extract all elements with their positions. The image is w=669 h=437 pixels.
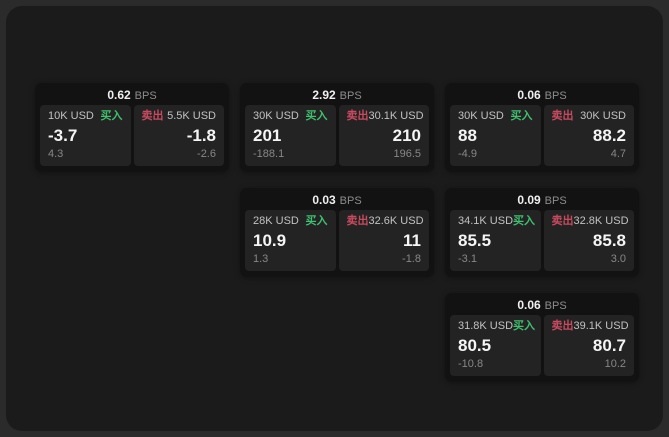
bps-unit-label: BPS <box>339 90 362 102</box>
buy-price: 85.5 <box>458 231 492 250</box>
bps-value: 0.62 <box>107 88 131 102</box>
card-body: 30K USD 买入 88 -4.9 卖出 30K USD 88.2 4.7 <box>445 105 639 172</box>
quote-card: 0.06 BPS 30K USD 买入 88 -4.9 卖出 30K USD <box>445 83 639 172</box>
buy-size-label: 30K USD <box>458 110 504 122</box>
buy-delta: -188.1 <box>253 148 285 160</box>
bps-value: 2.92 <box>312 88 336 102</box>
sell-price: 88.2 <box>592 126 626 145</box>
sell-panel[interactable]: 卖出 39.1K USD 80.7 10.2 <box>543 315 634 376</box>
quote-card: 0.62 BPS 10K USD 买入 -3.7 4.3 卖出 5.5K USD <box>35 83 229 172</box>
buy-tag: 买入 <box>513 320 536 332</box>
bps-unit-label: BPS <box>134 90 157 102</box>
sell-delta: 3.0 <box>610 253 626 265</box>
card-body: 34.1K USD 买入 85.5 -3.1 卖出 32.8K USD 85.8… <box>445 210 639 277</box>
sell-size-label: 30K USD <box>580 110 626 122</box>
card-header: 2.92 BPS <box>240 83 434 105</box>
buy-tag: 买入 <box>100 110 123 122</box>
buy-panel[interactable]: 30K USD 买入 201 -188.1 <box>245 105 336 166</box>
sell-size-label: 32.6K USD <box>368 215 424 227</box>
sell-panel[interactable]: 卖出 32.8K USD 85.8 3.0 <box>543 210 634 271</box>
buy-panel[interactable]: 10K USD 买入 -3.7 4.3 <box>40 105 131 166</box>
buy-panel[interactable]: 34.1K USD 买入 85.5 -3.1 <box>450 210 541 271</box>
buy-delta: -3.1 <box>458 253 477 265</box>
sell-delta: 10.2 <box>604 358 626 370</box>
card-body: 10K USD 买入 -3.7 4.3 卖出 5.5K USD -1.8 -2.… <box>35 105 229 172</box>
sell-panel[interactable]: 卖出 30K USD 88.2 4.7 <box>543 105 634 166</box>
quote-card: 0.06 BPS 31.8K USD 买入 80.5 -10.8 卖出 39.1K… <box>445 293 639 382</box>
bps-value: 0.09 <box>517 193 541 207</box>
card-header: 0.62 BPS <box>35 83 229 105</box>
bps-unit-label: BPS <box>339 195 362 207</box>
sell-delta: 196.5 <box>393 148 421 160</box>
card-header: 0.06 BPS <box>445 83 639 105</box>
buy-price: 88 <box>458 126 477 145</box>
sell-delta: 4.7 <box>610 148 626 160</box>
bps-value: 0.06 <box>517 298 541 312</box>
sell-tag: 卖出 <box>346 215 369 227</box>
buy-delta: -4.9 <box>458 148 477 160</box>
sell-tag: 卖出 <box>551 320 574 332</box>
buy-price: 201 <box>253 126 282 145</box>
buy-size-label: 31.8K USD <box>458 320 514 332</box>
card-header: 0.03 BPS <box>240 188 434 210</box>
sell-size-label: 39.1K USD <box>573 320 629 332</box>
bps-unit-label: BPS <box>544 195 567 207</box>
bps-value: 0.03 <box>312 193 336 207</box>
card-body: 30K USD 买入 201 -188.1 卖出 30.1K USD 210 1… <box>240 105 434 172</box>
sell-price: -1.8 <box>186 126 216 145</box>
sell-panel[interactable]: 卖出 5.5K USD -1.8 -2.6 <box>133 105 224 166</box>
buy-delta: -10.8 <box>458 358 484 370</box>
buy-price: 80.5 <box>458 336 492 355</box>
sell-panel[interactable]: 卖出 32.6K USD 11 -1.8 <box>338 210 429 271</box>
bps-unit-label: BPS <box>544 300 567 312</box>
sell-price: 80.7 <box>592 336 626 355</box>
sell-size-label: 5.5K USD <box>167 110 216 122</box>
buy-panel[interactable]: 30K USD 买入 88 -4.9 <box>450 105 541 166</box>
buy-tag: 买入 <box>510 110 533 122</box>
sell-panel[interactable]: 卖出 30.1K USD 210 196.5 <box>338 105 429 166</box>
buy-panel[interactable]: 28K USD 买入 10.9 1.3 <box>245 210 336 271</box>
sell-delta: -2.6 <box>197 148 216 160</box>
sell-size-label: 30.1K USD <box>368 110 424 122</box>
sell-price: 85.8 <box>592 231 626 250</box>
buy-delta: 1.3 <box>253 253 269 265</box>
buy-price: 10.9 <box>253 231 287 250</box>
card-header: 0.06 BPS <box>445 293 639 315</box>
buy-size-label: 34.1K USD <box>458 215 514 227</box>
card-body: 31.8K USD 买入 80.5 -10.8 卖出 39.1K USD 80.… <box>445 315 639 382</box>
buy-delta: 4.3 <box>48 148 64 160</box>
buy-size-label: 28K USD <box>253 215 299 227</box>
bps-value: 0.06 <box>517 88 541 102</box>
buy-size-label: 30K USD <box>253 110 299 122</box>
sell-price: 11 <box>403 231 421 250</box>
quote-board-window: 0.62 BPS 10K USD 买入 -3.7 4.3 卖出 5.5K USD <box>6 6 663 431</box>
sell-tag: 卖出 <box>551 215 574 227</box>
quote-card: 0.03 BPS 28K USD 买入 10.9 1.3 卖出 32.6K USD <box>240 188 434 277</box>
bps-unit-label: BPS <box>544 90 567 102</box>
sell-tag: 卖出 <box>141 110 164 122</box>
buy-tag: 买入 <box>305 215 328 227</box>
card-header: 0.09 BPS <box>445 188 639 210</box>
buy-size-label: 10K USD <box>48 110 94 122</box>
buy-price: -3.7 <box>48 126 78 145</box>
sell-delta: -1.8 <box>402 253 421 265</box>
buy-panel[interactable]: 31.8K USD 买入 80.5 -10.8 <box>450 315 541 376</box>
quote-card: 0.09 BPS 34.1K USD 买入 85.5 -3.1 卖出 32.8K … <box>445 188 639 277</box>
sell-price: 210 <box>392 126 421 145</box>
card-body: 28K USD 买入 10.9 1.3 卖出 32.6K USD 11 -1.8 <box>240 210 434 277</box>
buy-tag: 买入 <box>305 110 328 122</box>
quote-card: 2.92 BPS 30K USD 买入 201 -188.1 卖出 30.1K U… <box>240 83 434 172</box>
sell-tag: 卖出 <box>551 110 574 122</box>
buy-tag: 买入 <box>513 215 536 227</box>
sell-tag: 卖出 <box>346 110 369 122</box>
sell-size-label: 32.8K USD <box>573 215 629 227</box>
